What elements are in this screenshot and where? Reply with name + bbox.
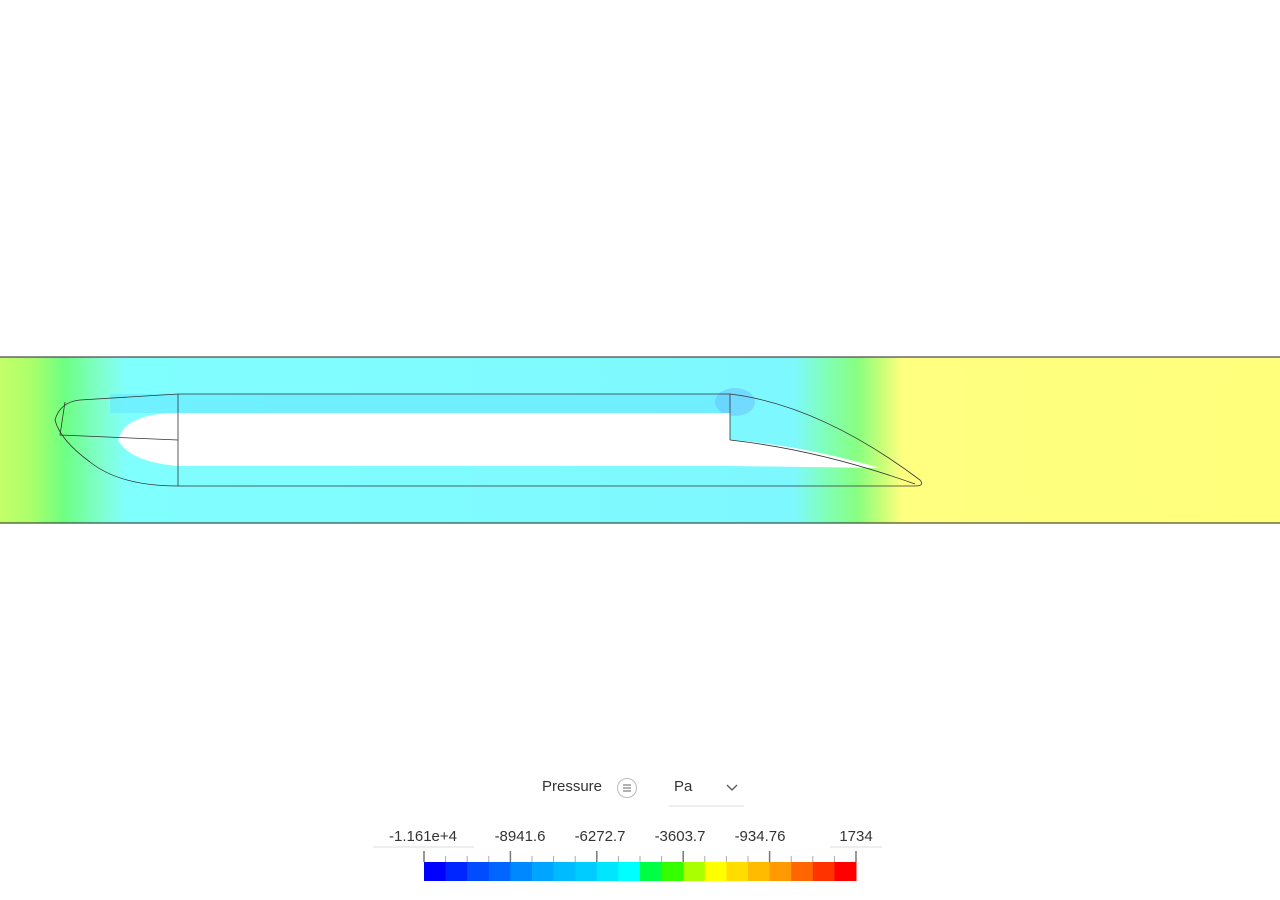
- color-step: [748, 862, 771, 881]
- color-step: [791, 862, 814, 881]
- color-step: [618, 862, 641, 881]
- color-step: [661, 862, 684, 881]
- colorbar-labels: -1.161e+4 -8941.6 -6272.7 -3603.7 -934.76 173…: [373, 828, 882, 848]
- colorbar-label: -934.76: [735, 828, 786, 845]
- colorbar: [423, 851, 857, 881]
- colorbar-label: -8941.6: [495, 828, 546, 845]
- color-step: [510, 862, 533, 881]
- color-step: [424, 862, 447, 881]
- train-body: [118, 413, 880, 468]
- train-outline: [54, 393, 923, 487]
- color-step: [726, 862, 749, 881]
- color-step: [532, 862, 555, 881]
- color-step: [445, 862, 468, 881]
- train-geometry: [54, 393, 923, 487]
- color-step: [683, 862, 706, 881]
- pressure-zone: [110, 394, 730, 413]
- colorbar-label: -3603.7: [655, 828, 706, 845]
- color-step: [575, 862, 598, 881]
- colorbar-label: 1734: [839, 828, 872, 845]
- unit-label[interactable]: Pa: [674, 778, 693, 795]
- legend-menu[interactable]: [617, 778, 637, 798]
- color-step: [769, 862, 792, 881]
- color-step: [640, 862, 663, 881]
- colorbar-label: -1.161e+4: [389, 828, 457, 845]
- train-edges: [59, 394, 916, 486]
- color-step: [553, 862, 576, 881]
- legend: Pressure Pa -1.161e+4 -8941.6 -6272.7 -3603…: [373, 778, 882, 881]
- chevron: [726, 784, 738, 791]
- color-step: [704, 862, 727, 881]
- pressure-zone: [715, 388, 755, 416]
- color-step: [834, 862, 857, 881]
- colorbar-label: -6272.7: [575, 828, 626, 845]
- color-step: [467, 862, 490, 881]
- unit-dropdown[interactable]: Pa: [669, 778, 744, 807]
- legend-title: Pressure: [542, 778, 602, 795]
- color-step: [596, 862, 619, 881]
- menu-lines: [623, 784, 631, 792]
- color-step: [488, 862, 511, 881]
- color-step: [812, 862, 835, 881]
